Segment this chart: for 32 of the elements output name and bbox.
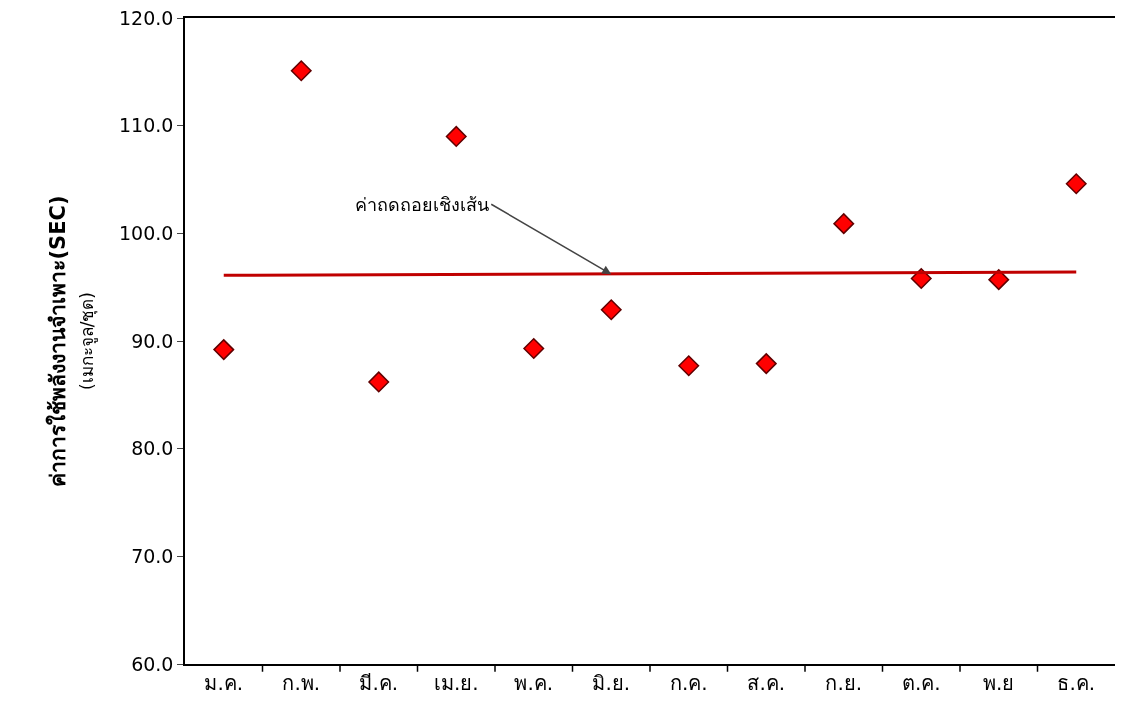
point: [445, 125, 467, 147]
x-tick-label: ธ.ค.: [1057, 670, 1096, 695]
point: [523, 338, 545, 360]
x-tick-label: ก.ค.: [669, 670, 708, 695]
y-tick-label: 120.0: [119, 6, 174, 29]
x-tick-label: ม.ค.: [204, 670, 244, 695]
point: [988, 269, 1010, 291]
x-tick-label: เม.ย.: [433, 670, 479, 695]
y-tick-label: 110.0: [119, 114, 174, 137]
point: [600, 299, 622, 321]
x-tick-label: พ.ค.: [514, 670, 554, 695]
point: [368, 371, 390, 393]
x-tick-label: มิ.ย.: [592, 670, 631, 695]
point: [290, 60, 312, 82]
y-tick-label: 90.0: [131, 329, 174, 352]
annotation: ค่าถดถอยเชิงเส้น: [355, 194, 489, 215]
y-axis-title: ค่าการใช้พลังงานจำเพาะ(SEC) (เมกะจูล/ชุด): [45, 195, 98, 487]
point: [678, 355, 700, 377]
point: [213, 339, 235, 361]
x-tick-label: ต.ค.: [901, 670, 941, 695]
point: [755, 353, 777, 375]
y-tick-label: 100.0: [119, 221, 174, 244]
x-tick-label: ก.ย.: [825, 670, 863, 695]
point: [1065, 173, 1087, 195]
x-tick-label: มี.ค.: [359, 670, 399, 695]
point: [833, 213, 855, 235]
y-tick-label: 80.0: [131, 437, 174, 460]
y-tick-label: 60.0: [131, 652, 174, 675]
y-tick-label: 70.0: [131, 544, 174, 567]
x-tick-label: ส.ค.: [747, 670, 786, 695]
x-tick-label: ก.พ.: [282, 670, 321, 695]
x-tick-label: พ.ย: [983, 670, 1015, 695]
